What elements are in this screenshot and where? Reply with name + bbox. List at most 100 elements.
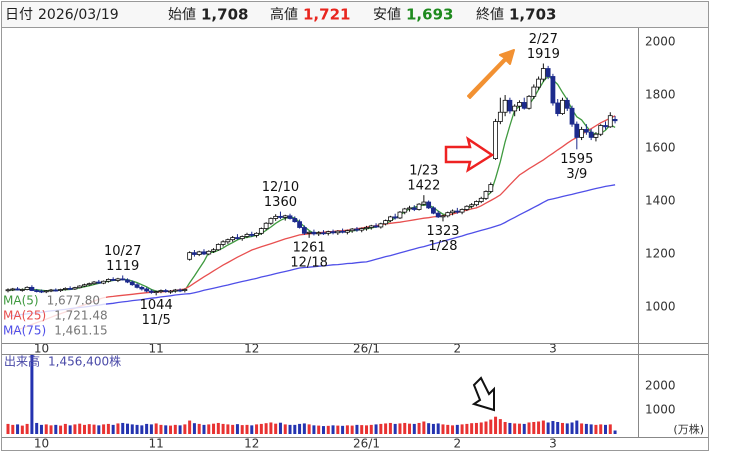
- candle-body: [521, 102, 527, 109]
- volume-bar: [613, 430, 617, 434]
- volume-bar: [517, 423, 521, 434]
- candle-body: [177, 289, 183, 292]
- candle-body: [421, 201, 427, 205]
- annotation-value: 1595: [560, 152, 593, 167]
- candle-body: [235, 237, 240, 240]
- y-tick-label: 1000: [645, 299, 676, 313]
- candle-body: [163, 290, 169, 293]
- candle-body: [569, 107, 575, 125]
- volume-bar: [116, 423, 120, 434]
- candle-body: [287, 215, 293, 219]
- candle-body: [459, 209, 465, 213]
- candle-body: [96, 281, 102, 284]
- volume-bar: [6, 423, 10, 434]
- candle-body: [598, 125, 604, 135]
- volume-bar: [149, 424, 153, 434]
- annotation-date: 1/28: [428, 239, 457, 254]
- candle-body: [387, 216, 393, 222]
- candle-body: [517, 102, 522, 107]
- candle-body: [603, 125, 608, 128]
- candle-body: [450, 210, 455, 214]
- volume-bar: [68, 425, 72, 434]
- black-arrow: [471, 376, 495, 412]
- volume-bar: [484, 421, 488, 434]
- x-tick-label: 10: [34, 437, 49, 451]
- candle-body: [72, 287, 78, 290]
- volume-bar: [551, 421, 555, 434]
- y-tick-label: 1400: [645, 193, 676, 207]
- volume-bar: [345, 425, 349, 434]
- candle-body: [555, 102, 561, 114]
- candle-body: [244, 233, 250, 237]
- header-value: 1,703: [509, 6, 556, 24]
- volume-bar: [82, 424, 86, 434]
- candle-body: [397, 211, 403, 219]
- volume-bar: [350, 425, 354, 434]
- volume-bar: [326, 425, 330, 434]
- volume-bar: [537, 421, 541, 434]
- volume-bar: [408, 423, 412, 434]
- header-value: 1,693: [406, 6, 453, 24]
- volume-bar: [560, 422, 564, 434]
- volume-bar: [278, 422, 282, 434]
- candle-body: [282, 215, 288, 218]
- volume-bar: [97, 425, 101, 434]
- volume-bar: [130, 424, 134, 434]
- legend-value: 1,677.80: [47, 294, 100, 308]
- volume-bar: [589, 424, 593, 434]
- annotation-value: 1044: [140, 298, 173, 313]
- volume-bar: [231, 424, 235, 434]
- volume-bar: [441, 424, 445, 434]
- candle-body: [39, 290, 44, 293]
- volume-bar: [154, 423, 158, 434]
- candle-body: [196, 251, 202, 255]
- volume-bar: [513, 423, 517, 434]
- candle-body: [368, 225, 374, 228]
- volume-tick-label: 2000: [645, 378, 676, 392]
- volume-bar: [374, 424, 378, 434]
- candle-body: [564, 99, 570, 109]
- volume-bar: [580, 423, 584, 434]
- volume-bar: [503, 421, 507, 434]
- x-tick-label: 11: [149, 437, 164, 451]
- mark-layer: [5, 63, 618, 434]
- volume-bar: [594, 424, 598, 434]
- candle-body: [469, 204, 475, 207]
- annotation-date: 12/18: [290, 255, 327, 270]
- candle-body: [330, 231, 336, 234]
- candle-body: [144, 288, 150, 292]
- volume-bar: [207, 424, 211, 434]
- volume-bar: [422, 421, 426, 434]
- volume-name: 出来高: [4, 354, 40, 369]
- volume-bar: [202, 424, 206, 434]
- candle-body: [230, 237, 236, 241]
- candle-body: [239, 236, 245, 240]
- volume-bar: [298, 423, 302, 434]
- candle-body: [5, 289, 11, 292]
- candle-body: [502, 99, 508, 113]
- volume-bar: [178, 425, 182, 434]
- header-bar: [1, 1, 709, 28]
- candle-body: [254, 232, 259, 236]
- volume-bar: [465, 423, 469, 434]
- volume-bar: [307, 424, 311, 434]
- volume-bar: [575, 420, 579, 434]
- y-tick-label: 1600: [645, 141, 676, 155]
- candle-body: [612, 119, 618, 122]
- volume-unit: (万株): [673, 422, 704, 436]
- x-tick-label: 26/1: [353, 437, 380, 451]
- volume-bar: [541, 420, 545, 434]
- header-label: 始値: [168, 7, 196, 23]
- candle-body: [115, 278, 121, 281]
- header-label: 安値: [373, 7, 401, 23]
- candle-body: [526, 95, 532, 109]
- volume-bar: [522, 423, 526, 434]
- candle-body: [560, 99, 565, 114]
- volume-bar: [44, 424, 48, 434]
- volume-bar: [546, 422, 550, 434]
- candle-body: [335, 230, 341, 234]
- volume-bar: [570, 422, 574, 434]
- candle-body: [29, 286, 35, 291]
- candle-body: [512, 105, 518, 112]
- candle-body: [435, 212, 441, 218]
